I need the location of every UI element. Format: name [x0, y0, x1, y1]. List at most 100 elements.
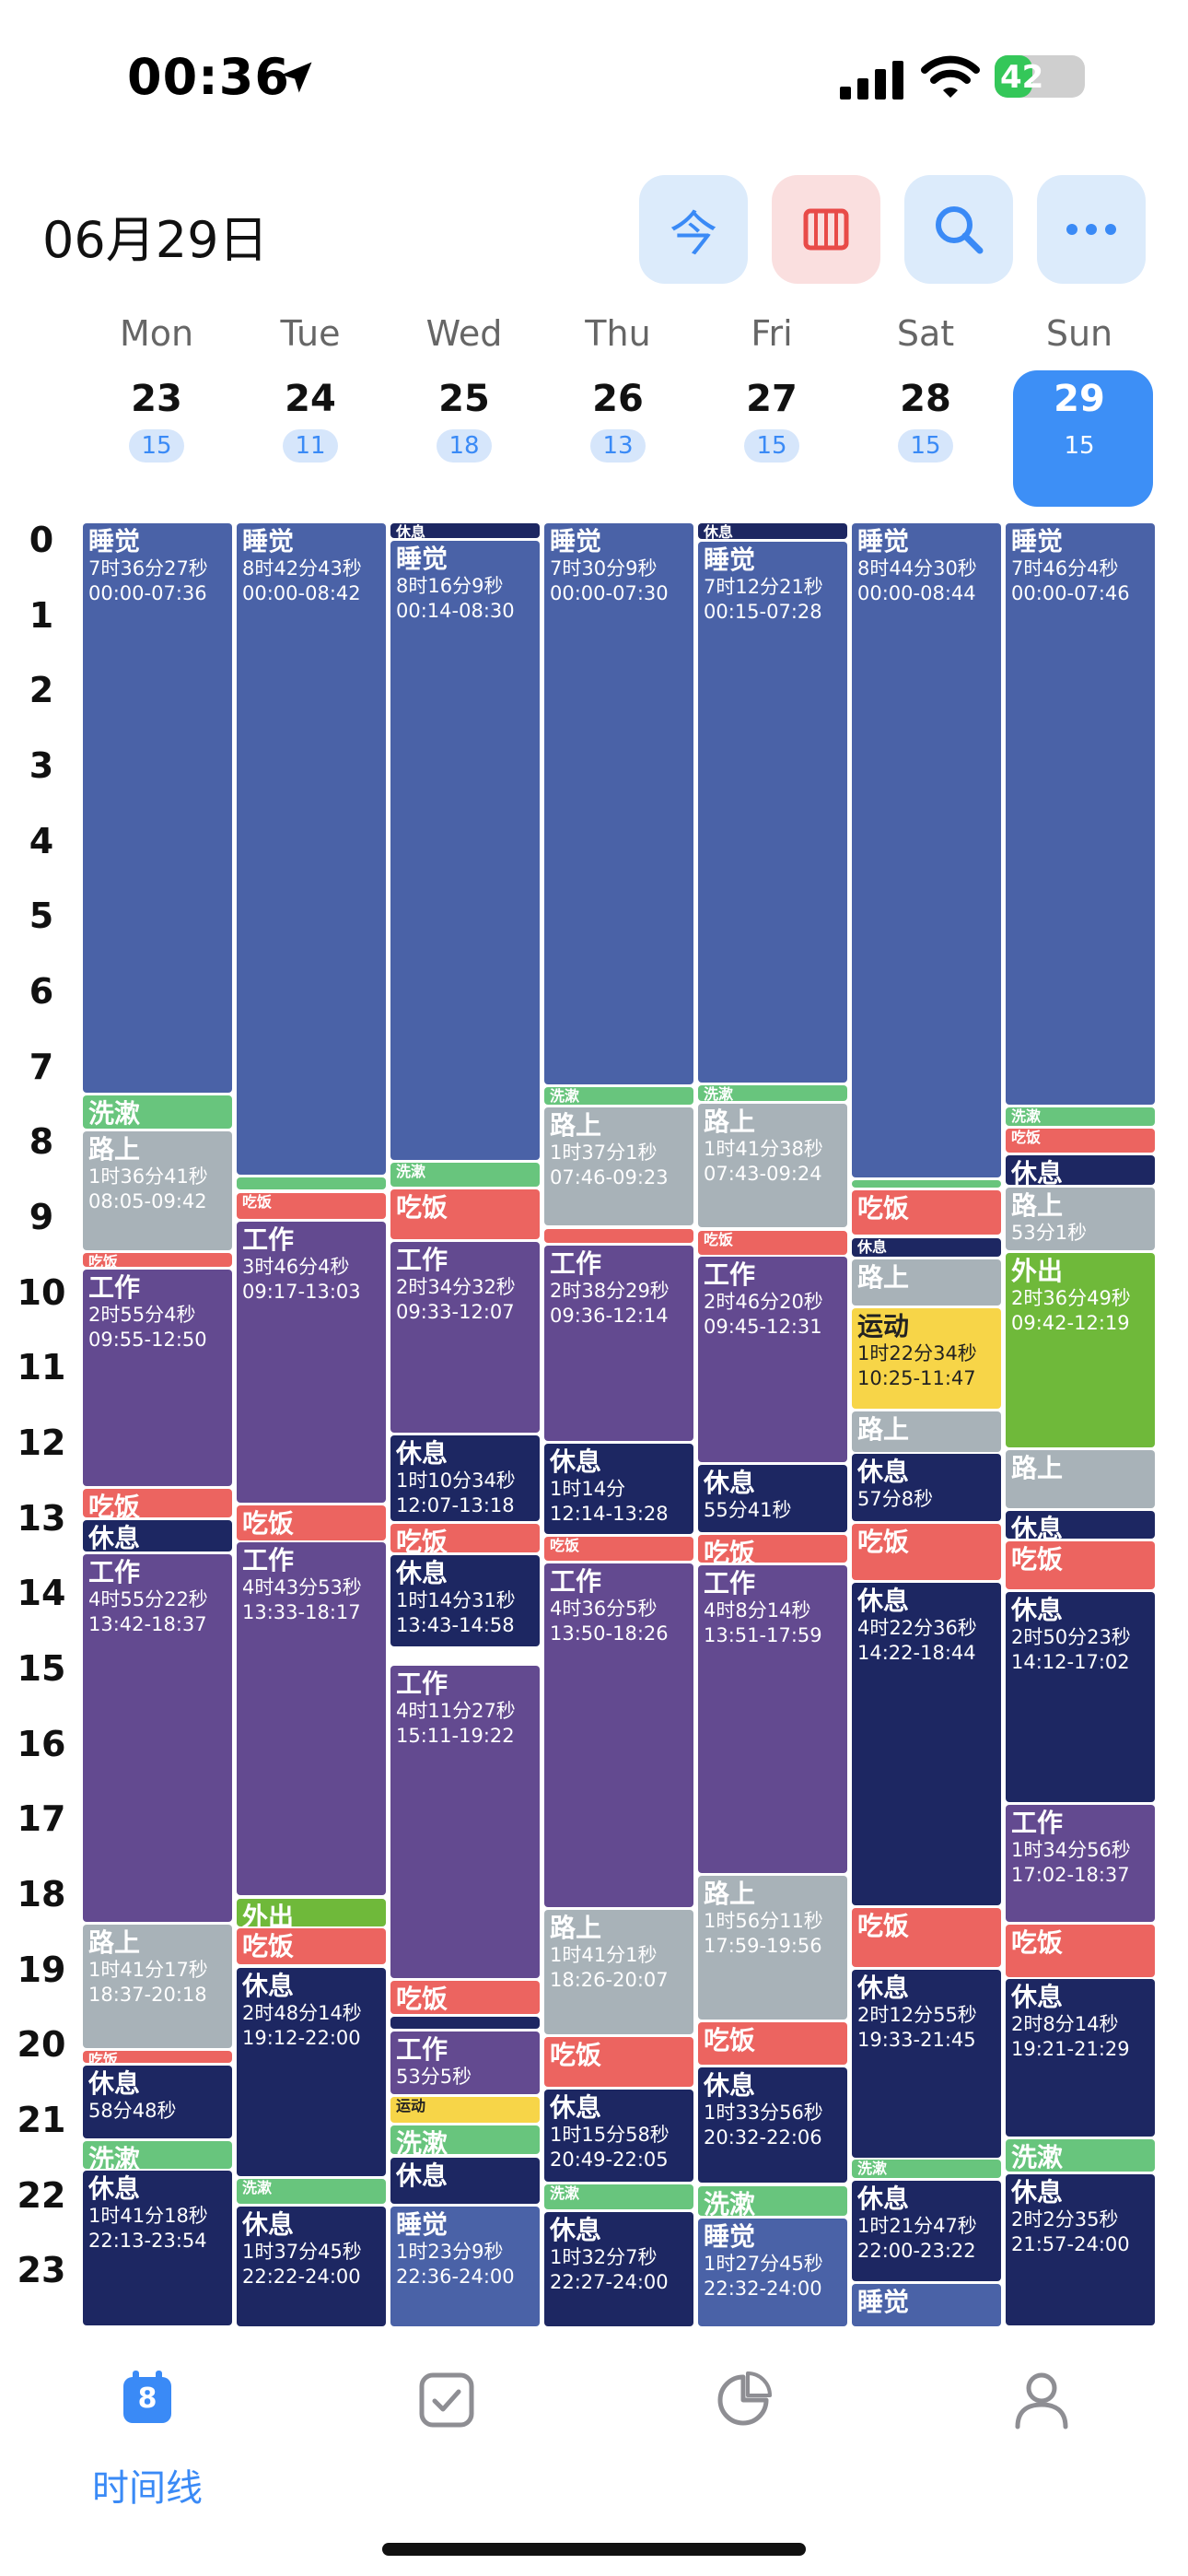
activity-block-rest[interactable]: 休息 1时10分34秒 12:07-13:18	[390, 1435, 540, 1521]
activity-block-rest[interactable]: 休息 1时37分45秒 22:22-24:00	[237, 2207, 386, 2326]
activity-block-work[interactable]: 工作 2时38分29秒 09:36-12:14	[544, 1246, 693, 1441]
activity-block-wash[interactable]: 洗漱	[1006, 1107, 1155, 1126]
activity-block-rest[interactable]: 休息 2时12分55秒 19:33-21:45	[852, 1970, 1001, 2158]
day-header-sat[interactable]: Sat 28 15	[852, 304, 999, 507]
activity-block-sleep[interactable]: 睡觉 7时46分4秒 00:00-07:46	[1006, 523, 1155, 1105]
activity-block-wash[interactable]: 洗漱	[390, 1163, 540, 1187]
activity-block-road[interactable]: 路上	[852, 1411, 1001, 1452]
activity-block-eat[interactable]: 吃饭	[83, 1489, 232, 1517]
activity-block-eat[interactable]: 吃饭	[544, 2037, 693, 2087]
activity-block-wash[interactable]: 洗漱	[390, 2125, 540, 2154]
activity-block-sleep[interactable]: 睡觉 8时42分43秒 00:00-08:42	[237, 523, 386, 1175]
activity-block-eat[interactable]: 吃饭	[852, 1190, 1001, 1235]
activity-block-wash[interactable]: 洗漱	[83, 2141, 232, 2169]
activity-block-work[interactable]: 工作 4时11分27秒 15:11-19:22	[390, 1666, 540, 1978]
activity-block-wash[interactable]	[237, 1177, 386, 1189]
more-button[interactable]	[1037, 175, 1146, 284]
activity-block-eat[interactable]: 吃饭	[544, 1537, 693, 1561]
activity-block-rest[interactable]: 休息	[1006, 1155, 1155, 1185]
activity-block-road[interactable]: 路上 1时37分1秒 07:46-09:23	[544, 1107, 693, 1225]
activity-block-eat[interactable]: 吃饭	[698, 1535, 847, 1563]
tab-profile[interactable]	[949, 2366, 1133, 2513]
activity-block-sleep[interactable]: 睡觉 1时23分9秒 22:36-24:00	[390, 2207, 540, 2326]
activity-block-work[interactable]: 工作 1时34分56秒 17:02-18:37	[1006, 1805, 1155, 1922]
activity-block-out[interactable]: 外出 2时36分49秒 09:42-12:19	[1006, 1253, 1155, 1447]
activity-block-work[interactable]: 工作 4时8分14秒 13:51-17:59	[698, 1565, 847, 1873]
activity-block-rest[interactable]: 休息 1时33分56秒 20:32-22:06	[698, 2067, 847, 2183]
activity-block-eat[interactable]: 吃饭	[237, 1505, 386, 1540]
activity-block-sport[interactable]: 运动	[390, 2097, 540, 2123]
activity-block-rest[interactable]: 休息 57分8秒	[852, 1454, 1001, 1521]
activity-block-road[interactable]: 路上 1时36分41秒 08:05-09:42	[83, 1131, 232, 1250]
activity-block-eat[interactable]: 吃饭	[390, 1524, 540, 1552]
activity-block-rest[interactable]: 休息 1时14分 12:14-13:28	[544, 1444, 693, 1534]
activity-block-work[interactable]: 工作 4时43分53秒 13:33-18:17	[237, 1542, 386, 1895]
activity-block-rest[interactable]	[390, 2017, 540, 2029]
activity-block-road[interactable]: 路上 1时41分17秒 18:37-20:18	[83, 1925, 232, 2048]
activity-block-sleep[interactable]: 睡觉	[852, 2284, 1001, 2326]
activity-block-out[interactable]: 外出	[237, 1899, 386, 1926]
activity-block-eat[interactable]: 吃饭	[1006, 1925, 1155, 1977]
activity-block-road[interactable]: 路上 1时41分1秒 18:26-20:07	[544, 1910, 693, 2034]
activity-block-work[interactable]: 工作 3时46分4秒 09:17-13:03	[237, 1222, 386, 1503]
tab-tasks[interactable]	[354, 2366, 538, 2513]
activity-block-sleep[interactable]: 睡觉 7时36分27秒 00:00-07:36	[83, 523, 232, 1093]
activity-block-rest[interactable]: 休息	[390, 2158, 540, 2204]
activity-block-wash[interactable]: 洗漱	[1006, 2139, 1155, 2172]
activity-block-work[interactable]: 工作 2时46分20秒 09:45-12:31	[698, 1257, 847, 1462]
activity-block-wash[interactable]: 洗漱	[544, 2184, 693, 2209]
activity-block-eat[interactable]: 吃饭	[237, 1928, 386, 1964]
activity-block-rest[interactable]: 休息	[1006, 1511, 1155, 1539]
activity-block-eat[interactable]: 吃饭	[1006, 1541, 1155, 1589]
activity-block-wash[interactable]: 洗漱	[852, 2160, 1001, 2178]
activity-block-wash[interactable]: 洗漱	[83, 1095, 232, 1129]
activity-block-rest[interactable]: 休息 2时50分23秒 14:12-17:02	[1006, 1592, 1155, 1802]
activity-block-rest[interactable]: 休息 1时14分31秒 13:43-14:58	[390, 1555, 540, 1646]
column-view-button[interactable]	[772, 175, 880, 284]
activity-block-rest[interactable]: 休息 1时41分18秒 22:13-23:54	[83, 2171, 232, 2325]
activity-block-wash[interactable]: 洗漱	[698, 1085, 847, 1101]
activity-block-rest[interactable]: 休息 55分41秒	[698, 1465, 847, 1532]
activity-block-work[interactable]: 工作 4时36分5秒 13:50-18:26	[544, 1563, 693, 1907]
activity-block-road[interactable]: 路上 53分1秒	[1006, 1188, 1155, 1250]
activity-block-wash[interactable]: 洗漱	[237, 2179, 386, 2204]
activity-block-rest[interactable]: 休息 58分48秒	[83, 2066, 232, 2138]
activity-block-eat[interactable]: 吃饭	[390, 1981, 540, 2014]
activity-block-work[interactable]: 工作 4时55分22秒 13:42-18:37	[83, 1554, 232, 1922]
activity-block-rest[interactable]: 休息	[390, 523, 540, 538]
activity-block-work[interactable]: 工作 2时55分4秒 09:55-12:50	[83, 1270, 232, 1486]
activity-block-work[interactable]: 工作 53分5秒	[390, 2032, 540, 2094]
activity-block-sleep[interactable]: 睡觉 1时27分45秒 22:32-24:00	[698, 2219, 847, 2326]
day-header-sun[interactable]: Sun 29 15	[1006, 304, 1153, 507]
activity-block-eat[interactable]: 吃饭	[852, 1524, 1001, 1580]
activity-block-eat[interactable]: 吃饭	[698, 2022, 847, 2065]
activity-block-eat[interactable]: 吃饭	[390, 1189, 540, 1239]
activity-block-sleep[interactable]: 睡觉 8时16分9秒 00:14-08:30	[390, 541, 540, 1160]
today-button[interactable]: 今	[639, 175, 748, 284]
activity-block-sleep[interactable]: 睡觉 8时44分30秒 00:00-08:44	[852, 523, 1001, 1177]
activity-block-rest[interactable]: 休息	[83, 1520, 232, 1551]
activity-block-wash[interactable]: 洗漱	[544, 1087, 693, 1105]
activity-block-rest[interactable]: 休息 4时22分36秒 14:22-18:44	[852, 1583, 1001, 1905]
activity-block-eat[interactable]: 吃饭	[237, 1193, 386, 1219]
activity-block-rest[interactable]: 休息	[698, 523, 847, 539]
day-header-thu[interactable]: Thu 26 13	[544, 304, 692, 507]
activity-block-road[interactable]: 路上	[1006, 1450, 1155, 1508]
activity-block-eat[interactable]: 吃饭	[698, 1231, 847, 1255]
activity-block-sleep[interactable]: 睡觉 7时30分9秒 00:00-07:30	[544, 523, 693, 1084]
activity-block-eat[interactable]: 吃饭	[1006, 1129, 1155, 1153]
activity-block-work[interactable]: 工作 2时34分32秒 09:33-12:07	[390, 1242, 540, 1433]
activity-block-sport[interactable]: 运动 1时22分34秒 10:25-11:47	[852, 1308, 1001, 1409]
activity-block-rest[interactable]: 休息 1时32分7秒 22:27-24:00	[544, 2212, 693, 2326]
activity-block-eat[interactable]: 吃饭	[83, 2051, 232, 2063]
activity-block-wash[interactable]	[852, 1180, 1001, 1188]
activity-block-rest[interactable]: 休息 2时48分14秒 19:12-22:00	[237, 1968, 386, 2176]
tab-timeline[interactable]: 8 时间线	[55, 2366, 239, 2513]
activity-block-rest[interactable]: 休息	[852, 1238, 1001, 1257]
activity-block-rest[interactable]: 休息 2时8分14秒 19:21-21:29	[1006, 1979, 1155, 2137]
tab-statistics[interactable]	[650, 2366, 834, 2513]
activity-block-road[interactable]: 路上 1时41分38秒 07:43-09:24	[698, 1104, 847, 1227]
search-button[interactable]	[904, 175, 1013, 284]
day-header-wed[interactable]: Wed 25 18	[390, 304, 538, 507]
day-header-fri[interactable]: Fri 27 15	[698, 304, 845, 507]
